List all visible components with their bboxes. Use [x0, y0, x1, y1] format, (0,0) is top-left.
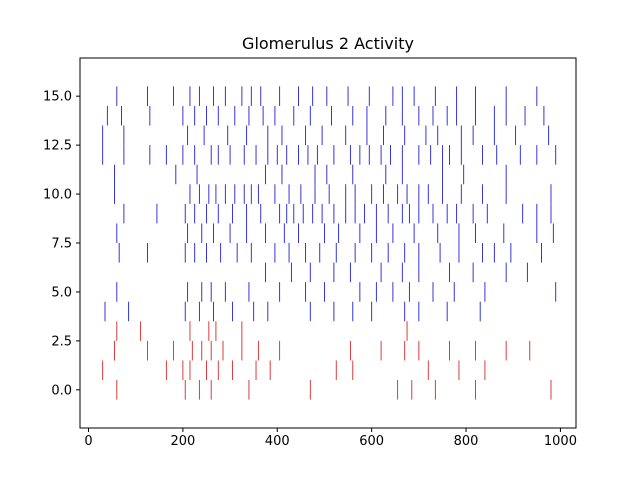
y-tick-label: 12.5: [43, 139, 72, 154]
x-tick-label: 200: [170, 434, 195, 449]
plot-frame: [79, 57, 577, 429]
x-tick-label: 0: [84, 434, 92, 449]
x-axis-ticks: 0 200 400 600 800 1000: [84, 428, 577, 449]
y-tick-label: 0.0: [51, 383, 72, 398]
chart-title: Glomerulus 2 Activity: [242, 34, 414, 53]
y-tick-label: 10.0: [43, 188, 72, 203]
y-tick-label: 2.5: [51, 334, 72, 349]
x-tick-label: 400: [265, 434, 290, 449]
y-axis-ticks: 0.0 2.5 5.0 7.5 10.0 12.5 15.0: [43, 90, 80, 398]
y-tick-label: 7.5: [51, 237, 72, 252]
x-tick-label: 600: [359, 434, 384, 449]
y-tick-label: 5.0: [51, 285, 72, 300]
x-tick-label: 800: [454, 434, 479, 449]
y-tick-label: 15.0: [43, 90, 72, 105]
x-tick-label: 1000: [544, 434, 577, 449]
spike-marks: [102, 86, 557, 400]
